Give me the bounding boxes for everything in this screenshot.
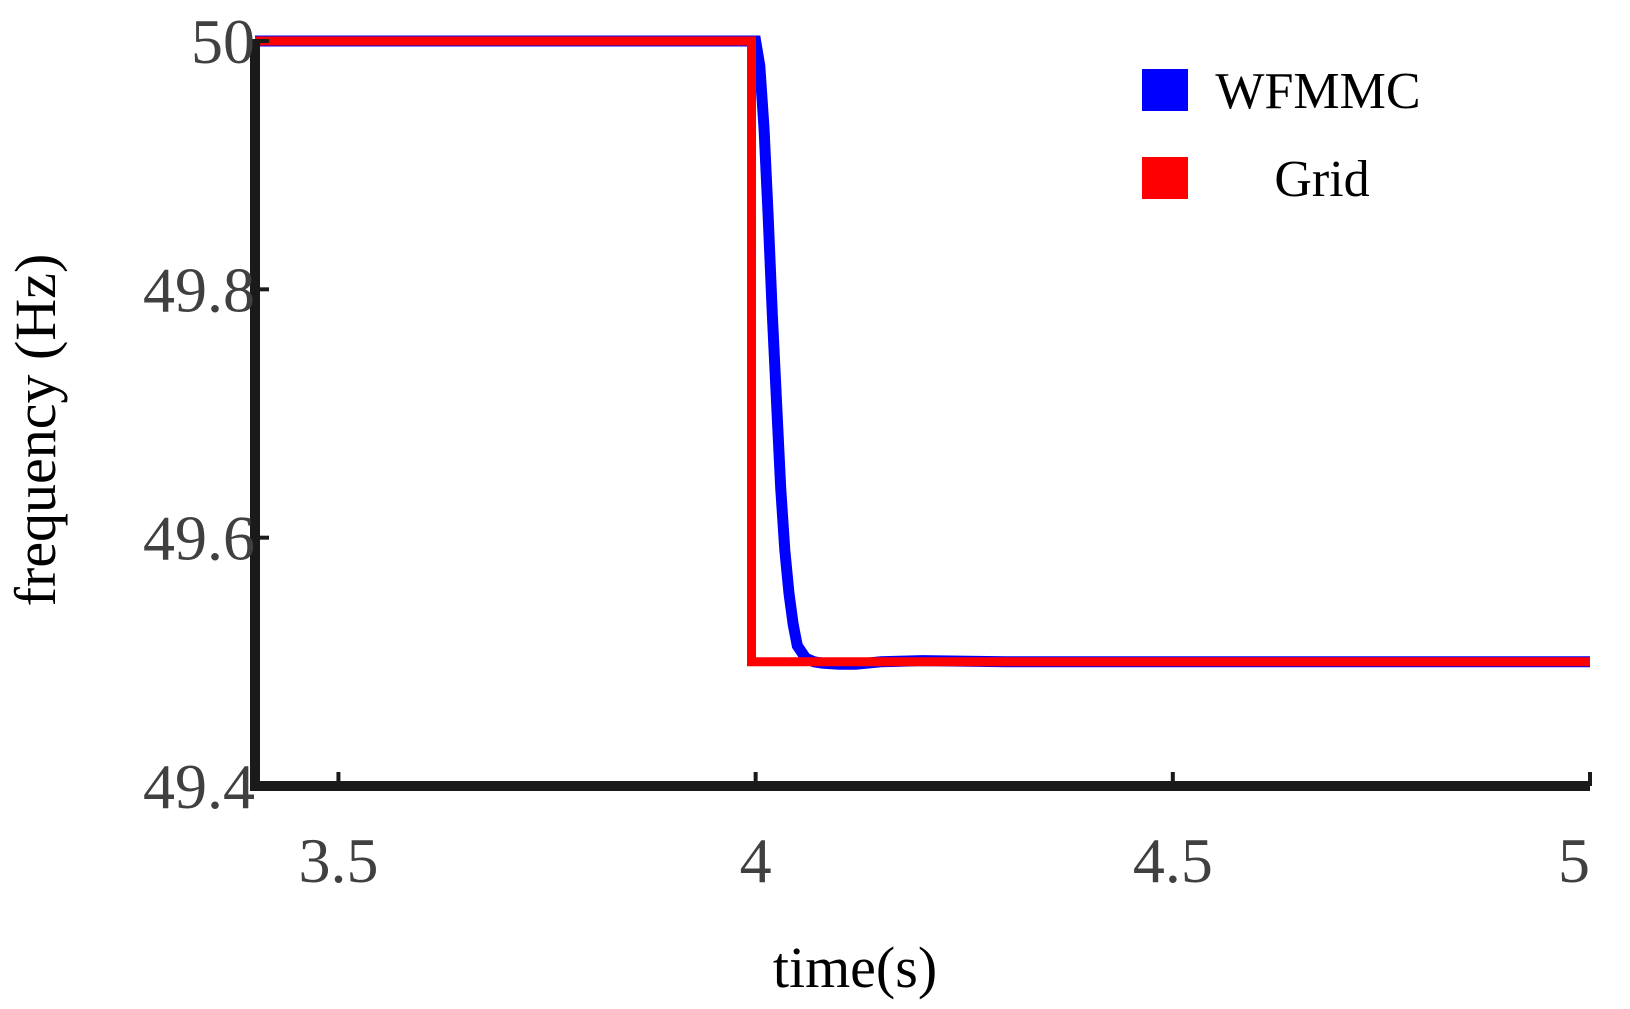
- y-axis-label: frequency (Hz): [3, 254, 68, 607]
- legend-swatch-0: [1142, 69, 1188, 111]
- axes: [250, 39, 1590, 791]
- plot-lines: [255, 35, 1590, 670]
- y-tick-label: 49.4: [143, 751, 255, 822]
- legend-label-0: WFMMC: [1215, 63, 1420, 120]
- y-tick-label: 49.8: [143, 254, 255, 325]
- x-tick-label: 4: [740, 825, 772, 896]
- y-tick-label: 49.6: [143, 503, 255, 574]
- legend-swatch-1: [1142, 157, 1188, 199]
- series-line-1: [255, 36, 1590, 667]
- x-axis-label: time(s): [773, 935, 937, 1000]
- x-tick-label: 5: [1558, 825, 1590, 896]
- x-tick-label: 4.5: [1133, 825, 1213, 896]
- series-line-0: [255, 35, 1590, 670]
- legend-label-1: Grid: [1274, 151, 1369, 208]
- x-ticks: 3.5 4 4.5 5: [298, 772, 1592, 896]
- x-tick-label: 3.5: [298, 825, 378, 896]
- y-tick-label: 50: [191, 6, 255, 77]
- legend: WFMMC Grid: [1142, 63, 1421, 208]
- y-ticks: 49.4 49.6 49.8 50: [143, 6, 269, 822]
